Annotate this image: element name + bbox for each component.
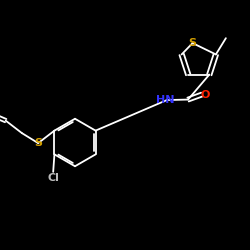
Text: Cl: Cl xyxy=(48,173,60,183)
Text: S: S xyxy=(34,138,42,148)
Text: HN: HN xyxy=(156,95,175,105)
Text: O: O xyxy=(200,90,209,100)
Text: S: S xyxy=(188,38,196,48)
